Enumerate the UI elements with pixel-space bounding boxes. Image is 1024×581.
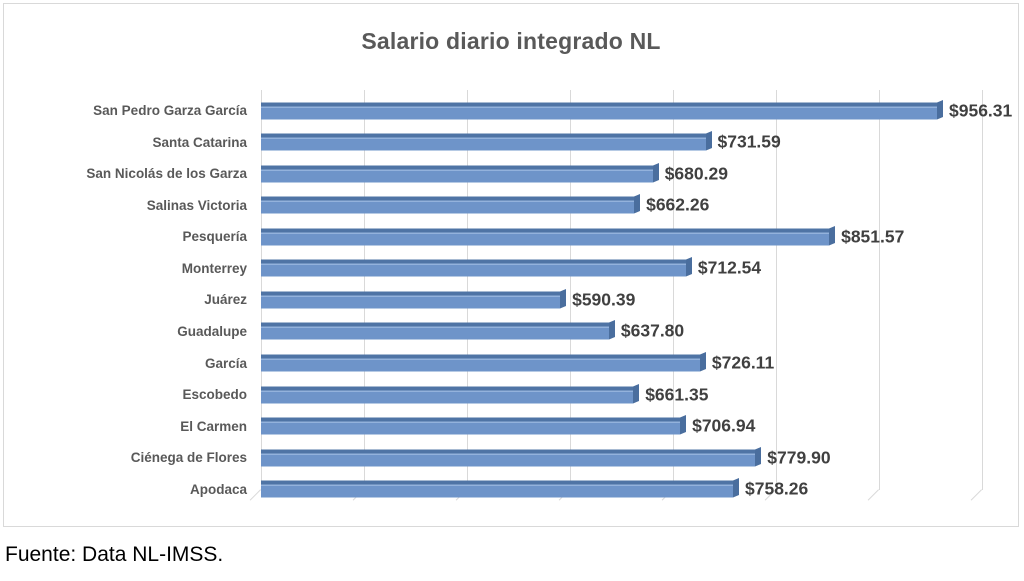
category-label: San Nicolás de los Garza [86, 166, 247, 182]
value-label: $851.57 [841, 226, 905, 247]
gridline [249, 90, 262, 501]
category-label: Salinas Victoria [146, 197, 247, 213]
bar-end-cap [685, 257, 692, 277]
category-label: Guadalupe [177, 323, 247, 339]
gridline [764, 90, 777, 501]
value-label: $779.90 [767, 447, 831, 468]
category-label: Santa Catarina [152, 134, 247, 150]
bar-row: $779.90 [261, 442, 982, 474]
value-label: $680.29 [664, 163, 728, 184]
value-label: $706.94 [692, 415, 756, 436]
source-note: Fuente: Data NL-IMSS. [5, 543, 224, 566]
category-axis-labels: San Pedro Garza García Santa Catarina San … [6, 95, 247, 505]
bar-end-cap [633, 383, 640, 404]
chart-title: Salario diario integrado NL [361, 28, 661, 54]
bar-end-cap [608, 320, 615, 340]
category-label: San Pedro Garza García [93, 103, 247, 119]
bar-end-cap [937, 99, 943, 120]
bar-end-cap [652, 162, 659, 183]
value-label: $956.31 [949, 100, 1013, 121]
bar-end-cap [560, 288, 567, 309]
bar [261, 225, 836, 246]
gridline [867, 90, 880, 501]
bar [261, 162, 659, 183]
bar-row: $680.29 [261, 158, 982, 190]
bar [261, 99, 943, 120]
category-label: García [204, 355, 247, 371]
value-label: $758.26 [745, 478, 809, 499]
category-label: Monterrey [181, 260, 247, 276]
bar [261, 446, 762, 467]
bar-row: $661.35 [261, 379, 982, 411]
bar-row: $706.94 [261, 410, 982, 442]
value-label: $712.54 [697, 257, 762, 278]
bar-row: $758.26 [261, 473, 982, 505]
bar-row: $726.11 [261, 347, 982, 379]
bar-row: $851.57 [261, 221, 982, 253]
bar-row: $956.31 [261, 95, 1012, 127]
bar-end-cap [680, 415, 687, 435]
bar [261, 320, 615, 340]
plot-area [249, 90, 983, 501]
bar-row: $662.26 [261, 190, 982, 222]
category-label: El Carmen [180, 418, 247, 434]
category-label: Juárez [204, 292, 247, 308]
bar [261, 257, 692, 277]
bar [261, 351, 706, 372]
bar-end-cap [733, 478, 739, 498]
gridline [558, 90, 571, 501]
category-label: Ciénega de Flores [130, 450, 247, 466]
bar [261, 383, 640, 404]
value-label: $637.80 [620, 320, 685, 341]
value-label: $661.35 [645, 384, 709, 405]
bar-rows: $956.31 $731.59 $680.29 $662.26 $851.57 $712.… [261, 95, 1012, 505]
gridline [352, 90, 365, 501]
category-label: Pesquería [182, 229, 247, 245]
gridline [455, 90, 468, 501]
bar-end-cap [705, 131, 712, 151]
bar-end-cap [634, 194, 641, 214]
bar [261, 288, 567, 309]
bar [261, 415, 687, 435]
bar-row: $712.54 [261, 253, 982, 285]
value-label: $662.26 [646, 194, 710, 215]
value-label: $731.59 [717, 131, 781, 152]
bar-end-cap [755, 446, 762, 467]
bar-row: $731.59 [261, 127, 982, 159]
bar-row: $590.39 [261, 284, 982, 316]
bar [261, 131, 712, 151]
category-label: Apodaca [189, 481, 247, 497]
gridline [661, 90, 674, 501]
bar [261, 194, 641, 214]
value-label: $726.11 [711, 352, 775, 373]
bar [261, 478, 739, 498]
category-label: Escobedo [182, 387, 247, 403]
bar-end-cap [829, 225, 836, 246]
value-label: $590.39 [572, 289, 636, 310]
bar-end-cap [699, 351, 706, 372]
bar-row: $637.80 [261, 316, 982, 348]
gridline [970, 90, 983, 501]
